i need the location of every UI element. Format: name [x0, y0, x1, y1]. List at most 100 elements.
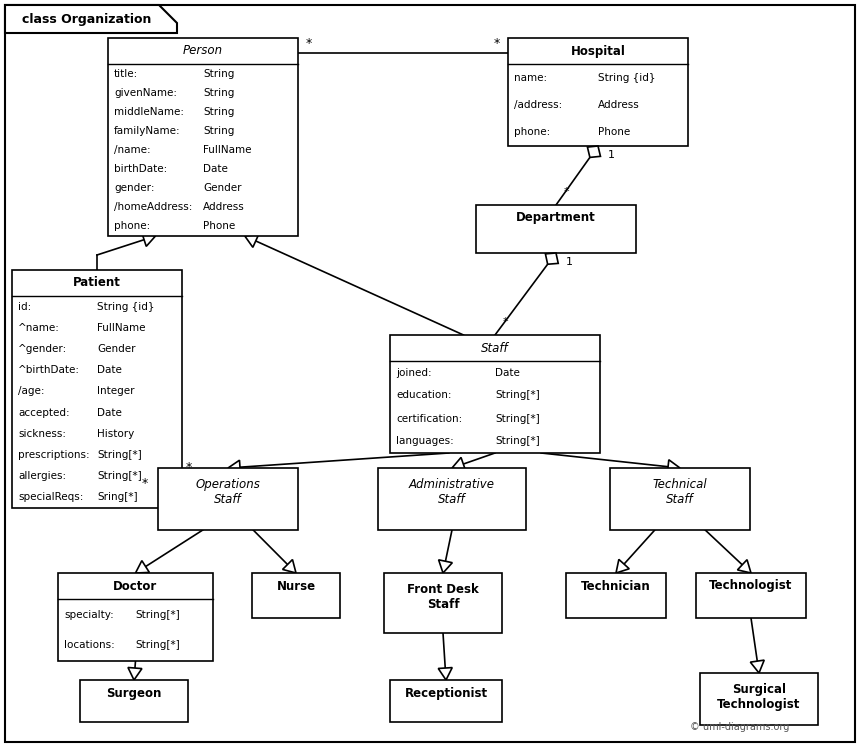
Polygon shape [245, 235, 259, 247]
Text: prescriptions:: prescriptions: [18, 450, 89, 460]
Polygon shape [667, 459, 680, 474]
Text: name:: name: [514, 72, 547, 83]
Polygon shape [128, 668, 142, 680]
Text: title:: title: [114, 69, 138, 78]
Text: Patient: Patient [73, 276, 121, 290]
Text: Date: Date [97, 365, 122, 375]
Text: Receptionist: Receptionist [404, 686, 488, 699]
Text: Doctor: Doctor [114, 580, 157, 592]
Text: Hospital: Hospital [570, 45, 625, 58]
Text: Sring[*]: Sring[*] [97, 492, 138, 503]
Text: FullName: FullName [97, 323, 145, 333]
Text: String[*]: String[*] [136, 640, 181, 651]
Polygon shape [142, 233, 156, 247]
Text: id:: id: [18, 302, 31, 311]
Text: Address: Address [203, 202, 245, 212]
Text: ^birthDate:: ^birthDate: [18, 365, 80, 375]
Text: History: History [97, 429, 134, 438]
Polygon shape [545, 253, 558, 264]
Polygon shape [750, 660, 765, 673]
Bar [12, 270, 182, 508]
Text: specialReqs:: specialReqs: [18, 492, 83, 503]
Text: String[*]: String[*] [495, 436, 540, 447]
Text: /address:: /address: [514, 100, 562, 110]
Polygon shape [439, 560, 452, 573]
Text: Surgeon: Surgeon [107, 686, 162, 699]
Text: *: * [186, 462, 193, 474]
Text: 1: 1 [608, 150, 615, 160]
Text: *: * [503, 317, 508, 327]
Text: /name:: /name: [114, 145, 150, 155]
Text: birthDate:: birthDate: [114, 164, 167, 174]
Text: locations:: locations: [64, 640, 114, 651]
Text: Integer: Integer [97, 386, 134, 397]
Bar [158, 468, 298, 530]
Text: allergies:: allergies: [18, 471, 66, 481]
Text: © uml-diagrams.org: © uml-diagrams.org [691, 722, 789, 732]
Text: sickness:: sickness: [18, 429, 66, 438]
Text: Gender: Gender [203, 183, 242, 193]
Text: middleName:: middleName: [114, 107, 184, 117]
Text: Technician: Technician [581, 580, 651, 592]
Text: ^gender:: ^gender: [18, 344, 67, 354]
Text: gender:: gender: [114, 183, 155, 193]
Text: String {id}: String {id} [97, 302, 155, 311]
Text: Department: Department [516, 211, 596, 225]
Text: familyName:: familyName: [114, 126, 181, 136]
Text: class Organization: class Organization [22, 13, 151, 25]
Text: specialty:: specialty: [64, 610, 114, 619]
Text: Person: Person [183, 45, 223, 58]
Polygon shape [5, 5, 177, 33]
Text: Technologist: Technologist [710, 580, 793, 592]
Text: Phone: Phone [203, 221, 236, 232]
Polygon shape [228, 460, 241, 474]
Bar [390, 335, 600, 453]
Text: String[*]: String[*] [97, 471, 142, 481]
Text: Operations
Staff: Operations Staff [195, 478, 261, 506]
Text: String: String [203, 107, 235, 117]
Bar [80, 680, 188, 722]
Text: String[*]: String[*] [136, 610, 181, 619]
Text: String: String [203, 87, 235, 98]
Text: ^name:: ^name: [18, 323, 60, 333]
Text: Staff: Staff [482, 341, 509, 355]
Bar [58, 573, 213, 661]
Polygon shape [283, 560, 296, 573]
Text: education:: education: [396, 391, 452, 400]
Text: *: * [564, 187, 569, 197]
Text: Technical
Staff: Technical Staff [653, 478, 707, 506]
Text: phone:: phone: [114, 221, 150, 232]
Polygon shape [136, 561, 150, 573]
Text: languages:: languages: [396, 436, 454, 447]
Text: String[*]: String[*] [97, 450, 142, 460]
Bar [378, 468, 526, 530]
Bar [700, 673, 818, 725]
Text: 1: 1 [566, 257, 573, 267]
Text: String {id}: String {id} [598, 72, 655, 83]
Bar [508, 38, 688, 146]
Bar [610, 468, 750, 530]
Text: *: * [142, 477, 148, 490]
Polygon shape [452, 457, 465, 471]
Text: String[*]: String[*] [495, 414, 540, 424]
Text: Administrative
Staff: Administrative Staff [409, 478, 495, 506]
Text: accepted:: accepted: [18, 408, 70, 418]
Text: Date: Date [495, 368, 520, 377]
Text: Address: Address [598, 100, 640, 110]
Bar [252, 573, 340, 618]
Text: givenName:: givenName: [114, 87, 177, 98]
Bar [390, 680, 502, 722]
Text: Phone: Phone [598, 127, 630, 137]
Text: Surgical
Technologist: Surgical Technologist [717, 683, 801, 711]
Text: *: * [306, 37, 312, 50]
Text: phone:: phone: [514, 127, 550, 137]
Polygon shape [439, 668, 452, 680]
Bar [384, 573, 502, 633]
Text: certification:: certification: [396, 414, 463, 424]
Text: FullName: FullName [203, 145, 251, 155]
Text: /age:: /age: [18, 386, 45, 397]
Text: Nurse: Nurse [276, 580, 316, 592]
Bar [476, 205, 636, 253]
Text: Front Desk
Staff: Front Desk Staff [407, 583, 479, 611]
Text: joined:: joined: [396, 368, 432, 377]
